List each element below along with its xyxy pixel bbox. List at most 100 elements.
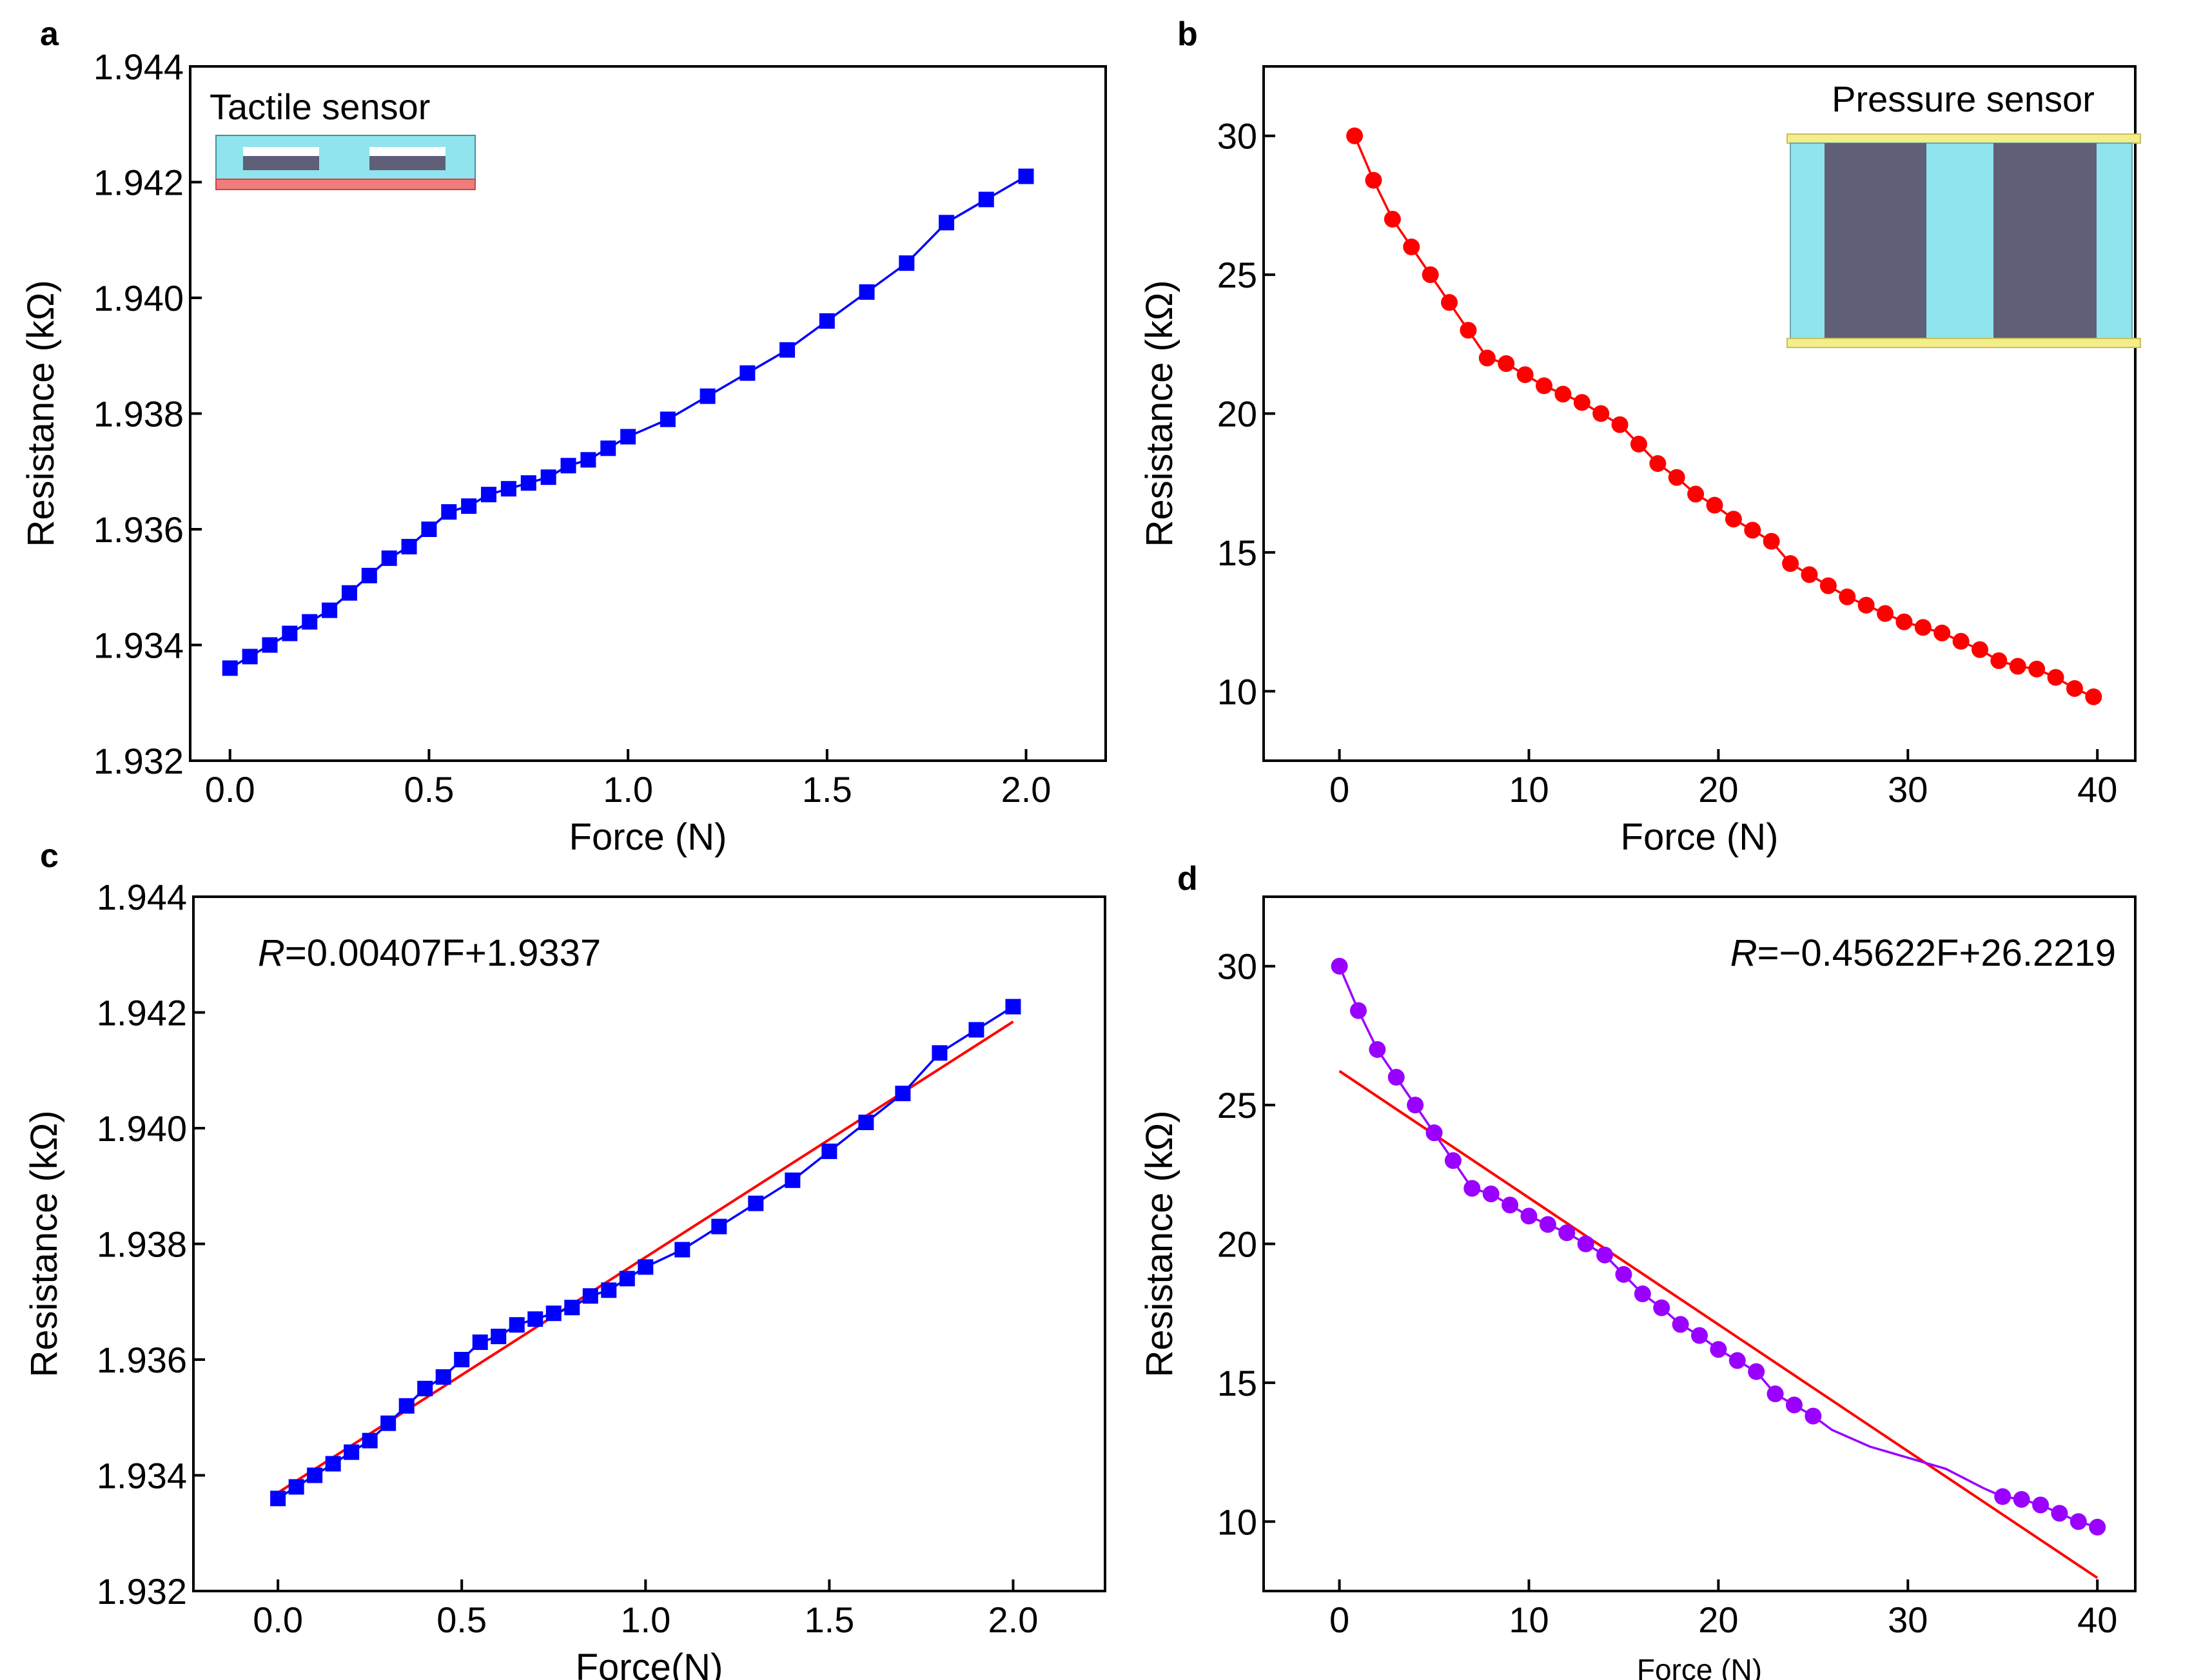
top-electrode xyxy=(1786,133,2141,144)
data-point xyxy=(1611,416,1629,433)
data-point xyxy=(1744,522,1761,539)
data-point xyxy=(748,1195,764,1211)
data-point xyxy=(580,452,596,468)
data-point xyxy=(1933,624,1951,641)
data-point xyxy=(1365,171,1382,189)
x-tick-label: 40 xyxy=(2077,769,2117,810)
data-point xyxy=(1577,1235,1594,1253)
data-point xyxy=(1331,957,1348,975)
data-point xyxy=(1349,1002,1367,1019)
data-point xyxy=(1502,1197,1519,1214)
conductive-pillar xyxy=(1825,143,1926,338)
fit-line xyxy=(277,1021,1014,1494)
data-point xyxy=(262,637,278,653)
equation-text: =−0.45622F+26.2219 xyxy=(1757,932,2116,974)
data-point xyxy=(785,1172,801,1188)
data-point xyxy=(344,1444,360,1460)
data-point xyxy=(1596,1246,1614,1264)
x-tick-label: 0.5 xyxy=(436,1599,487,1640)
data-point xyxy=(1763,532,1780,550)
data-point xyxy=(307,1467,323,1483)
data-point xyxy=(600,440,616,456)
data-point xyxy=(1805,1407,1822,1425)
data-point xyxy=(1384,210,1401,228)
pressure-sensor-inset: Pressure sensor xyxy=(1786,79,2141,348)
y-tick-label: 30 xyxy=(1217,946,1257,987)
data-point xyxy=(1558,1224,1576,1242)
data-point xyxy=(819,313,835,329)
data-point xyxy=(472,1334,488,1351)
x-axis-label: Force(N) xyxy=(576,1646,723,1680)
x-tick-label: 0.5 xyxy=(404,769,455,810)
data-point xyxy=(1748,1363,1765,1380)
data-point xyxy=(417,1380,433,1396)
data-point xyxy=(2009,658,2026,675)
fit-equation: R=−0.45622F+26.2219 xyxy=(1730,932,2116,974)
data-point xyxy=(1952,632,1970,650)
y-tick-label: 1.944 xyxy=(97,877,187,917)
data-point xyxy=(2028,660,2046,678)
data-point xyxy=(1520,1207,1538,1225)
data-point xyxy=(222,660,238,676)
y-tick-label: 1.932 xyxy=(97,1571,187,1612)
data-point xyxy=(582,1288,598,1304)
data-point xyxy=(398,1398,415,1414)
y-tick-label: 25 xyxy=(1217,255,1257,295)
data-point xyxy=(1407,1097,1424,1114)
data-point xyxy=(1877,605,1894,622)
x-tick-label: 1.5 xyxy=(802,769,852,810)
data-point xyxy=(380,1415,396,1431)
data-point xyxy=(1691,1327,1708,1344)
y-tick-label: 1.938 xyxy=(97,1224,187,1265)
data-point xyxy=(242,649,258,665)
y-tick-label: 1.940 xyxy=(93,278,184,318)
y-tick-label: 1.934 xyxy=(93,625,184,666)
data-point xyxy=(461,498,477,514)
plot-area xyxy=(1331,957,2106,1579)
data-point xyxy=(1766,1385,1784,1403)
y-tick-label: 1.934 xyxy=(97,1456,187,1496)
y-tick-label: 20 xyxy=(1217,394,1257,435)
data-point xyxy=(362,1432,378,1449)
x-tick-label: 1.0 xyxy=(603,769,653,810)
panel-label: d xyxy=(1177,860,1198,897)
panel-label: c xyxy=(40,837,59,875)
panel-label: b xyxy=(1177,15,1198,53)
data-point xyxy=(601,1282,617,1298)
x-tick-label: 30 xyxy=(1888,1599,1928,1640)
y-tick-label: 1.940 xyxy=(97,1108,187,1149)
y-tick-label: 30 xyxy=(1217,116,1257,157)
data-point xyxy=(711,1218,727,1235)
tactile-sensor-inset: Tactile sensor xyxy=(210,86,476,190)
chart-panel-c: c 0.0 0.5 1.0 1.5 2.0 1.932 1.934 1.936 1.938 1.94… xyxy=(23,837,1106,1680)
data-point xyxy=(2013,1490,2030,1508)
plot-frame xyxy=(1262,895,2137,1592)
y-tick-label: 15 xyxy=(1217,1363,1257,1403)
electrode xyxy=(243,156,319,170)
data-point xyxy=(1649,455,1667,473)
data-point xyxy=(421,522,437,537)
data-point xyxy=(1018,168,1034,184)
data-point xyxy=(341,585,357,601)
data-point xyxy=(1687,485,1705,503)
bottom-layer xyxy=(215,179,476,190)
y-tick-label: 1.944 xyxy=(93,46,184,87)
data-point xyxy=(454,1352,470,1367)
cavity xyxy=(243,147,319,156)
data-point xyxy=(1990,652,2008,669)
data-point xyxy=(1653,1299,1670,1316)
data-point xyxy=(858,1115,874,1131)
data-point xyxy=(361,567,377,583)
y-tick-label: 25 xyxy=(1217,1085,1257,1126)
data-point xyxy=(2047,669,2064,686)
data-point xyxy=(1441,294,1458,311)
x-tick-label: 30 xyxy=(1888,769,1928,810)
x-tick-label: 1.0 xyxy=(620,1599,670,1640)
data-point xyxy=(932,1045,948,1061)
plot-area xyxy=(270,999,1021,1507)
bottom-electrode xyxy=(1786,338,2141,348)
data-point xyxy=(660,411,676,427)
x-axis-label: Force (N) xyxy=(569,816,727,858)
data-point xyxy=(1971,641,1988,658)
